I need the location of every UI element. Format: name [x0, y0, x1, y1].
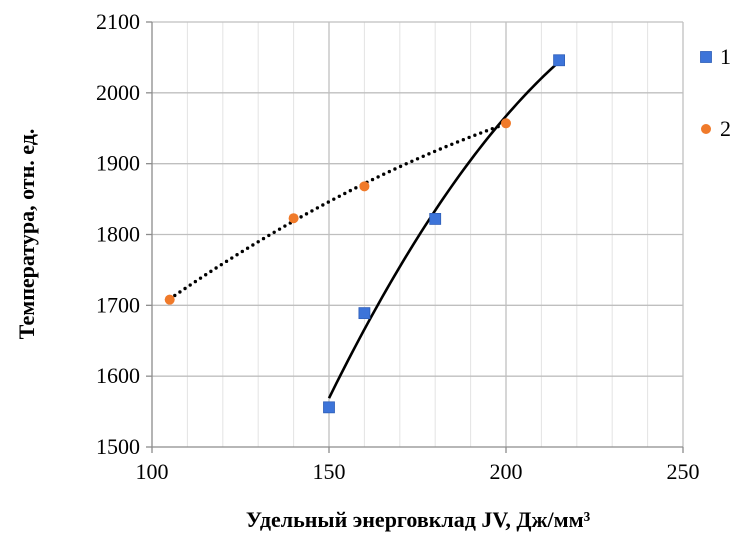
- series-2-point: [288, 213, 299, 224]
- series-2-trendline: [168, 122, 508, 301]
- legend-marker-1: [700, 51, 712, 63]
- grid: [152, 21, 684, 447]
- trendlines: [168, 60, 560, 399]
- series-1-trendline: [327, 60, 560, 399]
- y-tick-label: 1600: [96, 363, 140, 388]
- y-tick-label: 1700: [96, 292, 140, 317]
- x-tick-label: 100: [136, 459, 169, 484]
- legend-label-2: 2: [720, 116, 731, 141]
- y-tick-label: 2100: [96, 9, 140, 34]
- y-axis-title: Температура, отн. ед.: [14, 129, 39, 340]
- series-1-point: [323, 401, 335, 414]
- legend-label-1: 1: [720, 44, 731, 69]
- series-2-point: [164, 294, 175, 305]
- x-tick-label: 150: [313, 459, 346, 484]
- y-tick-label: 1500: [96, 434, 140, 459]
- series-2-point: [501, 118, 511, 129]
- legend-marker-2: [701, 124, 711, 134]
- y-tick-label: 1800: [96, 222, 140, 247]
- series-1-point: [429, 213, 442, 225]
- legend: 12: [700, 44, 731, 141]
- data-points: [164, 54, 565, 414]
- axes: [146, 21, 684, 453]
- x-tick-label: 250: [667, 459, 700, 484]
- y-tick-label: 2000: [96, 80, 140, 105]
- tick-labels: 100 150 200 250 1500 1600 1700 1800 1900 2000 2100: [96, 9, 700, 484]
- x-axis-title: Удельный энерговклад JV, Дж/мм³: [246, 507, 591, 532]
- series-1-point: [358, 307, 371, 320]
- x-tick-label: 200: [490, 459, 523, 484]
- series-1-point: [553, 54, 565, 67]
- series-2-point: [359, 181, 370, 192]
- y-tick-label: 1900: [96, 151, 140, 176]
